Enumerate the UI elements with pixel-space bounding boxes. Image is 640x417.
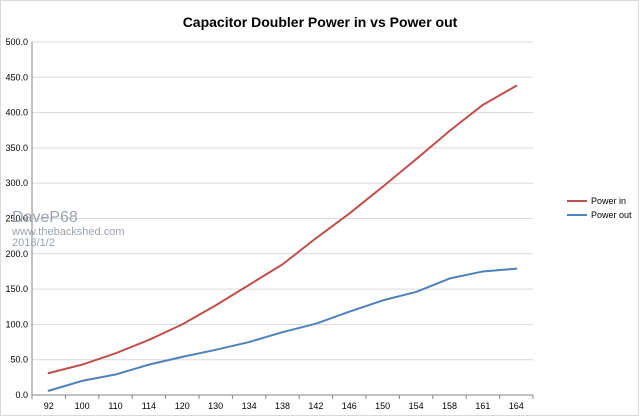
data-point-power-out <box>47 389 50 392</box>
x-tick-label: 110 <box>108 401 122 411</box>
data-point-power-out <box>381 299 384 302</box>
y-tick-label: 200.0 <box>5 249 28 259</box>
y-tick-label: 150.0 <box>5 284 28 294</box>
y-tick-label: 450.0 <box>5 72 28 82</box>
data-point-power-in <box>415 158 417 161</box>
y-axis-tick-labels: 0.0 50.0 100.0 150.0 200.0 250.0 300.0 350.0 400… <box>5 37 28 400</box>
x-axis-tick-labels: 92 100 110 114 120 130 134 138 142 146 150 154 158 16… <box>44 401 524 411</box>
x-tick-label: 130 <box>208 401 223 411</box>
data-point-power-out <box>348 310 351 313</box>
data-point-power-out <box>248 341 251 343</box>
watermark-name: DaveP68 <box>12 209 78 226</box>
data-point-power-in <box>81 363 83 366</box>
data-point-power-in <box>381 185 384 188</box>
data-point-power-in <box>515 84 518 87</box>
x-tick-label: 154 <box>409 401 424 411</box>
data-point-power-in <box>281 263 284 266</box>
data-point-power-out <box>81 379 83 382</box>
data-point-power-out <box>515 267 518 270</box>
data-point-power-out <box>148 363 150 366</box>
x-tick-label: 100 <box>75 401 90 411</box>
data-point-power-out <box>315 322 317 325</box>
x-tick-label: 158 <box>442 401 457 411</box>
watermark: DaveP68 www.thebackshed.com 2018/1/2 <box>12 209 125 250</box>
data-point-power-out <box>448 277 451 280</box>
data-point-power-out <box>181 355 184 358</box>
data-point-power-out <box>281 331 284 334</box>
x-tick-label: 146 <box>342 401 357 411</box>
y-tick-label: 400.0 <box>5 108 28 118</box>
series-line-power-out <box>47 267 518 392</box>
x-tick-label: 138 <box>275 401 290 411</box>
data-point-power-out <box>415 291 417 293</box>
gridlines <box>32 41 533 361</box>
y-tick-label: 500.0 <box>5 37 28 47</box>
data-point-power-in <box>114 352 117 355</box>
x-tick-label: 142 <box>308 401 323 411</box>
data-point-power-out <box>214 348 217 351</box>
data-point-power-in <box>148 339 150 341</box>
data-point-power-in <box>482 103 484 106</box>
y-tick-label: 0.0 <box>15 390 28 400</box>
legend: Power in Power out <box>567 196 632 220</box>
x-tick-label: 134 <box>242 401 257 411</box>
data-point-power-in <box>448 130 451 132</box>
data-point-power-in <box>348 212 351 215</box>
data-point-power-out <box>482 270 484 273</box>
data-point-power-in <box>248 283 251 286</box>
x-tick-label: 150 <box>375 401 390 411</box>
x-tick-label: 164 <box>509 401 524 411</box>
x-tick-label: 92 <box>44 401 54 411</box>
data-point-power-in <box>181 323 184 326</box>
watermark-site: www.thebackshed.com <box>12 225 125 238</box>
x-tick-label: 161 <box>475 401 490 411</box>
data-point-power-in <box>47 372 50 375</box>
y-tick-label: 50.0 <box>10 355 28 365</box>
x-tick-label: 120 <box>175 401 190 411</box>
y-tick-label: 350.0 <box>5 143 28 153</box>
data-point-power-out <box>114 373 117 376</box>
legend-label-power-out: Power out <box>591 210 632 220</box>
chart-title: Capacitor Doubler Power in vs Power out <box>182 14 458 30</box>
data-point-power-in <box>214 304 217 307</box>
watermark-date: 2018/1/2 <box>12 237 55 250</box>
axes <box>31 42 534 399</box>
data-point-power-in <box>315 237 317 240</box>
y-tick-label: 100.0 <box>5 319 28 329</box>
y-tick-label: 250.0 <box>5 214 28 224</box>
y-tick-label: 300.0 <box>5 178 28 188</box>
x-tick-label: 114 <box>142 401 156 411</box>
series-lines <box>47 84 518 392</box>
legend-label-power-in: Power in <box>591 196 626 206</box>
